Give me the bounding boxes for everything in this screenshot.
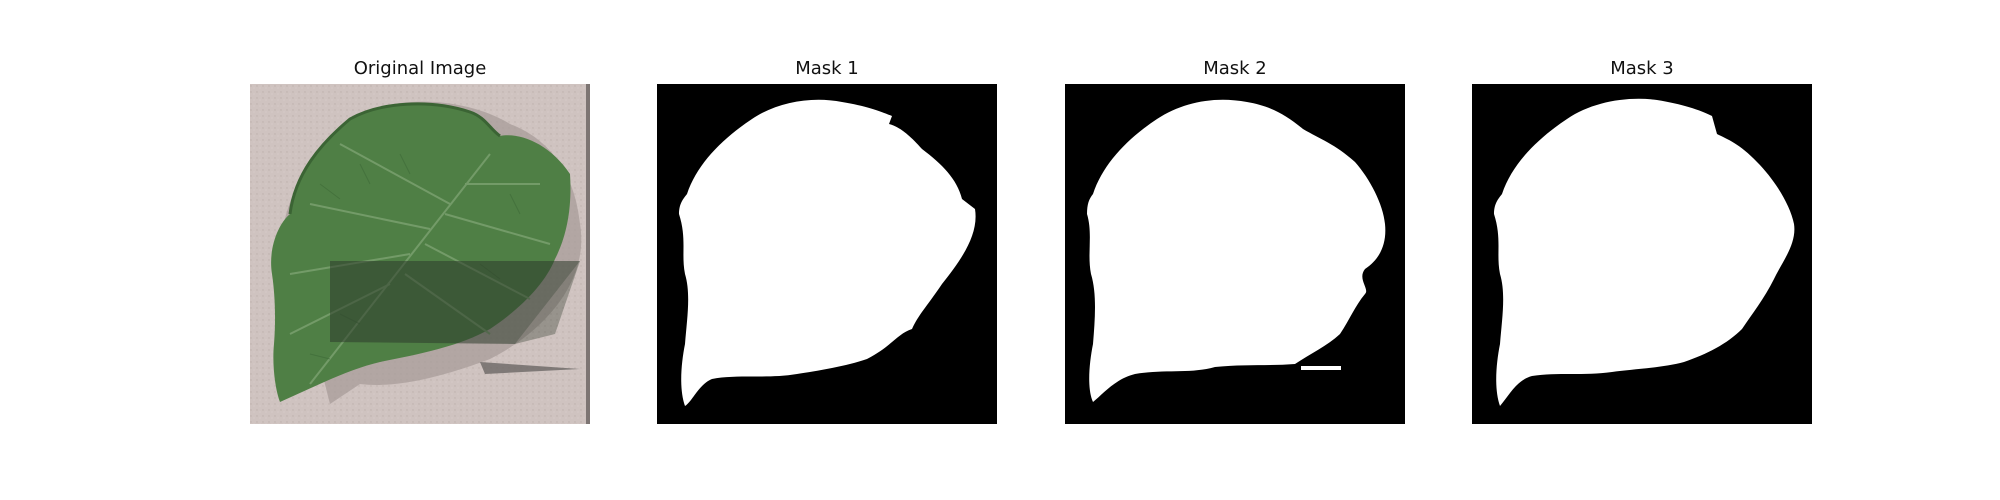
panel-mask-2: Mask 2 [1065, 56, 1405, 426]
panel-mask-1: Mask 1 [657, 56, 997, 426]
mask-1-image [657, 84, 997, 424]
panel-title-original-image: Original Image [353, 58, 487, 79]
panel-original-image: Original Image [250, 56, 590, 426]
panel-mask-3: Mask 3 [1472, 56, 1812, 426]
original-leaf-image [250, 84, 590, 424]
panel-title-mask-2: Mask 2 [1203, 58, 1267, 79]
panel-title-mask-1: Mask 1 [795, 58, 859, 79]
panel-title-mask-3: Mask 3 [1610, 58, 1674, 79]
mask-2-image [1065, 84, 1405, 424]
mask-3-image [1472, 84, 1812, 424]
